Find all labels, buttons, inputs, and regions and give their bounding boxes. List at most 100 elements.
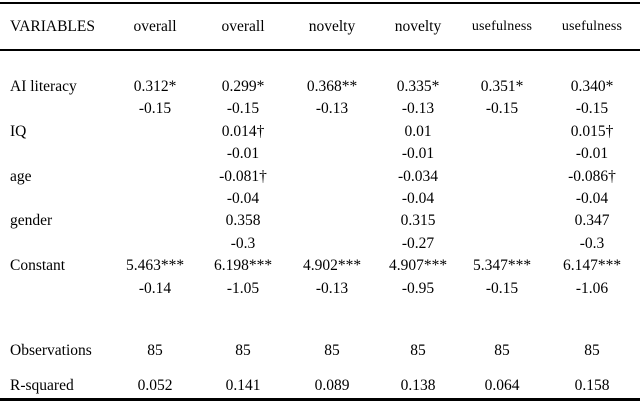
table-row-observations: Observations 85 85 85 85 85 85: [0, 300, 640, 362]
cell: 0.014†: [221, 122, 265, 140]
row-label: [0, 143, 112, 165]
cell: [288, 188, 376, 210]
row-label: Constant: [10, 257, 66, 275]
cell: 0.340*: [570, 78, 614, 95]
cell: [460, 166, 544, 188]
row-label: age: [10, 167, 32, 185]
cell: 0.299*: [221, 78, 265, 95]
cell: -0.3: [579, 234, 605, 252]
cell: -0.15: [485, 279, 519, 297]
cell: -0.95: [401, 279, 435, 297]
cell: -0.01: [575, 145, 609, 163]
cell: [460, 210, 544, 232]
cell: 0.315: [400, 212, 436, 230]
table-row-constant: Constant 5.463*** 6.198*** 4.902*** 4.907***…: [0, 255, 640, 277]
column-header-novelty-2: novelty: [376, 3, 460, 51]
cell: 85: [147, 342, 163, 360]
cell: [460, 143, 544, 165]
cell: [288, 143, 376, 165]
cell: [288, 210, 376, 232]
cell: -0.04: [226, 190, 260, 208]
cell: [460, 233, 544, 255]
row-label: gender: [10, 212, 53, 230]
table-row-ai-literacy: AI literacy 0.312* 0.299* 0.368** 0.335* 0.35…: [0, 50, 640, 98]
cell: 6.147***: [562, 257, 622, 275]
table-row-stderr: -0.14 -1.05 -0.13 -0.95 -0.15 -1.06: [0, 278, 640, 300]
column-header-usefulness-1: usefulness: [460, 3, 544, 51]
cell: 5.463***: [125, 257, 185, 275]
cell: [288, 166, 376, 188]
cell: -0.13: [315, 279, 349, 297]
cell: [112, 233, 198, 255]
row-label: [0, 278, 112, 300]
row-label: AI literacy: [10, 78, 77, 95]
row-label: [0, 188, 112, 210]
cell: -0.13: [401, 100, 435, 118]
cell: -0.15: [226, 100, 260, 118]
cell: -0.27: [401, 234, 435, 252]
cell: [460, 121, 544, 143]
table-row-gender: gender 0.358 0.315 0.347: [0, 210, 640, 232]
cell: 0.064: [484, 377, 520, 395]
row-label: [0, 98, 112, 120]
row-label: Observations: [10, 342, 92, 360]
cell: 0.015†: [570, 122, 614, 140]
cell: 5.347***: [472, 257, 532, 275]
table-row-age: age -0.081† -0.034 -0.086†: [0, 166, 640, 188]
header-row: VARIABLES overall overall novelty novelt…: [0, 3, 640, 51]
column-header-overall-1: overall: [112, 3, 198, 51]
cell: [460, 188, 544, 210]
cell: 4.907***: [388, 257, 448, 275]
column-header-overall-2: overall: [198, 3, 288, 51]
cell: [112, 166, 198, 188]
cell: 0.368**: [306, 78, 358, 95]
cell: [288, 121, 376, 143]
cell: 4.902***: [302, 257, 362, 275]
cell: 0.335*: [396, 78, 440, 95]
cell: 0.347: [574, 212, 610, 230]
cell: -0.14: [138, 279, 172, 297]
cell: 0.358: [225, 212, 261, 230]
cell: -1.06: [575, 279, 609, 297]
row-label: IQ: [10, 122, 27, 140]
table-row-stderr: -0.15 -0.15 -0.13 -0.13 -0.15 -0.15: [0, 98, 640, 120]
table-header: VARIABLES overall overall novelty novelt…: [0, 3, 640, 51]
table-row-iq: IQ 0.014† 0.01 0.015†: [0, 121, 640, 143]
cell: [112, 188, 198, 210]
cell: 0.158: [574, 377, 610, 395]
cell: [112, 143, 198, 165]
cell: -0.034: [397, 167, 439, 185]
cell: 85: [235, 342, 251, 360]
column-header-usefulness-2: usefulness: [544, 3, 640, 51]
cell: 85: [410, 342, 426, 360]
table-row-stderr: -0.3 -0.27 -0.3: [0, 233, 640, 255]
cell: 0.141: [225, 377, 261, 395]
cell: 0.351*: [480, 78, 524, 95]
cell: -0.04: [575, 190, 609, 208]
cell: [288, 233, 376, 255]
cell: [112, 121, 198, 143]
column-header-variables: VARIABLES: [0, 3, 112, 51]
table-row-r-squared: R-squared 0.052 0.141 0.089 0.138 0.064 0.158: [0, 362, 640, 399]
cell: -0.15: [138, 100, 172, 118]
cell: -0.15: [575, 100, 609, 118]
table-row-stderr: -0.04 -0.04 -0.04: [0, 188, 640, 210]
cell: -0.01: [401, 145, 435, 163]
cell: -0.15: [485, 100, 519, 118]
cell: 0.01: [404, 122, 432, 140]
cell: -0.01: [226, 145, 260, 163]
cell: 85: [494, 342, 510, 360]
table-row-stderr: -0.01 -0.01 -0.01: [0, 143, 640, 165]
cell: -0.081†: [219, 167, 267, 185]
cell: 0.052: [137, 377, 173, 395]
cell: 85: [324, 342, 340, 360]
cell: 0.138: [400, 377, 436, 395]
cell: 85: [584, 342, 600, 360]
cell: -0.04: [401, 190, 435, 208]
row-label: [0, 233, 112, 255]
row-label: R-squared: [10, 377, 74, 395]
cell: -0.13: [315, 100, 349, 118]
cell: 0.312*: [133, 78, 177, 95]
